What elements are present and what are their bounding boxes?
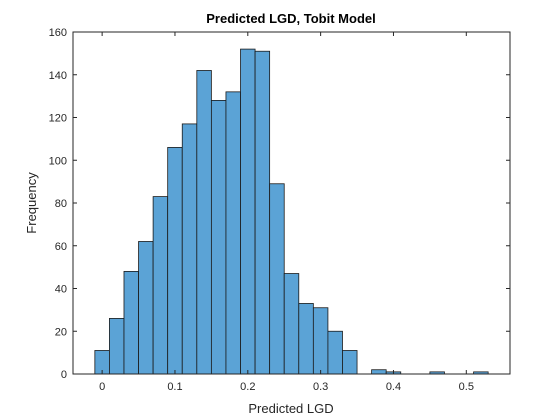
histogram-bar bbox=[342, 350, 358, 375]
y-tick-label: 20 bbox=[55, 326, 67, 338]
y-tick-label: 100 bbox=[49, 155, 67, 167]
y-tick-label: 140 bbox=[49, 70, 67, 82]
histogram-bar bbox=[138, 241, 154, 375]
x-tick-label: 0.1 bbox=[167, 381, 182, 393]
histogram-bar bbox=[240, 48, 256, 375]
histogram-bar bbox=[210, 100, 227, 375]
histogram-bar bbox=[167, 147, 183, 375]
histogram-bar bbox=[371, 369, 387, 375]
bars-group bbox=[94, 48, 489, 375]
x-tick-label: 0 bbox=[99, 381, 105, 393]
y-tick-label: 120 bbox=[49, 113, 67, 125]
y-tick-label: 80 bbox=[55, 198, 67, 210]
histogram-bar bbox=[254, 50, 271, 375]
x-axis-label: Predicted LGD bbox=[248, 401, 333, 416]
x-tick-label: 0.3 bbox=[313, 381, 328, 393]
x-ticks-group: 0 0.1 0.2 0.3 0.4 0.5 bbox=[99, 32, 474, 393]
y-tick-label: 0 bbox=[61, 369, 67, 381]
y-tick-label: 160 bbox=[49, 27, 67, 39]
histogram-bar bbox=[283, 273, 300, 375]
histogram-bar bbox=[109, 318, 125, 375]
y-ticks-group: 0 20 40 60 80 100 120 140 160 bbox=[49, 27, 510, 381]
histogram-bar bbox=[181, 123, 198, 375]
histogram-bar bbox=[152, 196, 169, 375]
histogram-bar bbox=[123, 270, 139, 375]
x-tick-label: 0.2 bbox=[240, 381, 255, 393]
x-tick-label: 0.5 bbox=[459, 381, 474, 393]
chart-title: Predicted LGD, Tobit Model bbox=[206, 11, 375, 26]
y-axis-label: Frequency bbox=[24, 172, 39, 234]
histogram-bar bbox=[298, 303, 314, 375]
histogram-bar bbox=[196, 70, 212, 375]
y-tick-label: 60 bbox=[55, 241, 67, 253]
histogram-bar bbox=[327, 330, 343, 375]
histogram-bar bbox=[312, 307, 329, 375]
x-tick-label: 0.4 bbox=[386, 381, 401, 393]
histogram-bar bbox=[225, 91, 241, 375]
y-tick-label: 40 bbox=[55, 284, 67, 296]
histogram-bar bbox=[269, 183, 285, 375]
